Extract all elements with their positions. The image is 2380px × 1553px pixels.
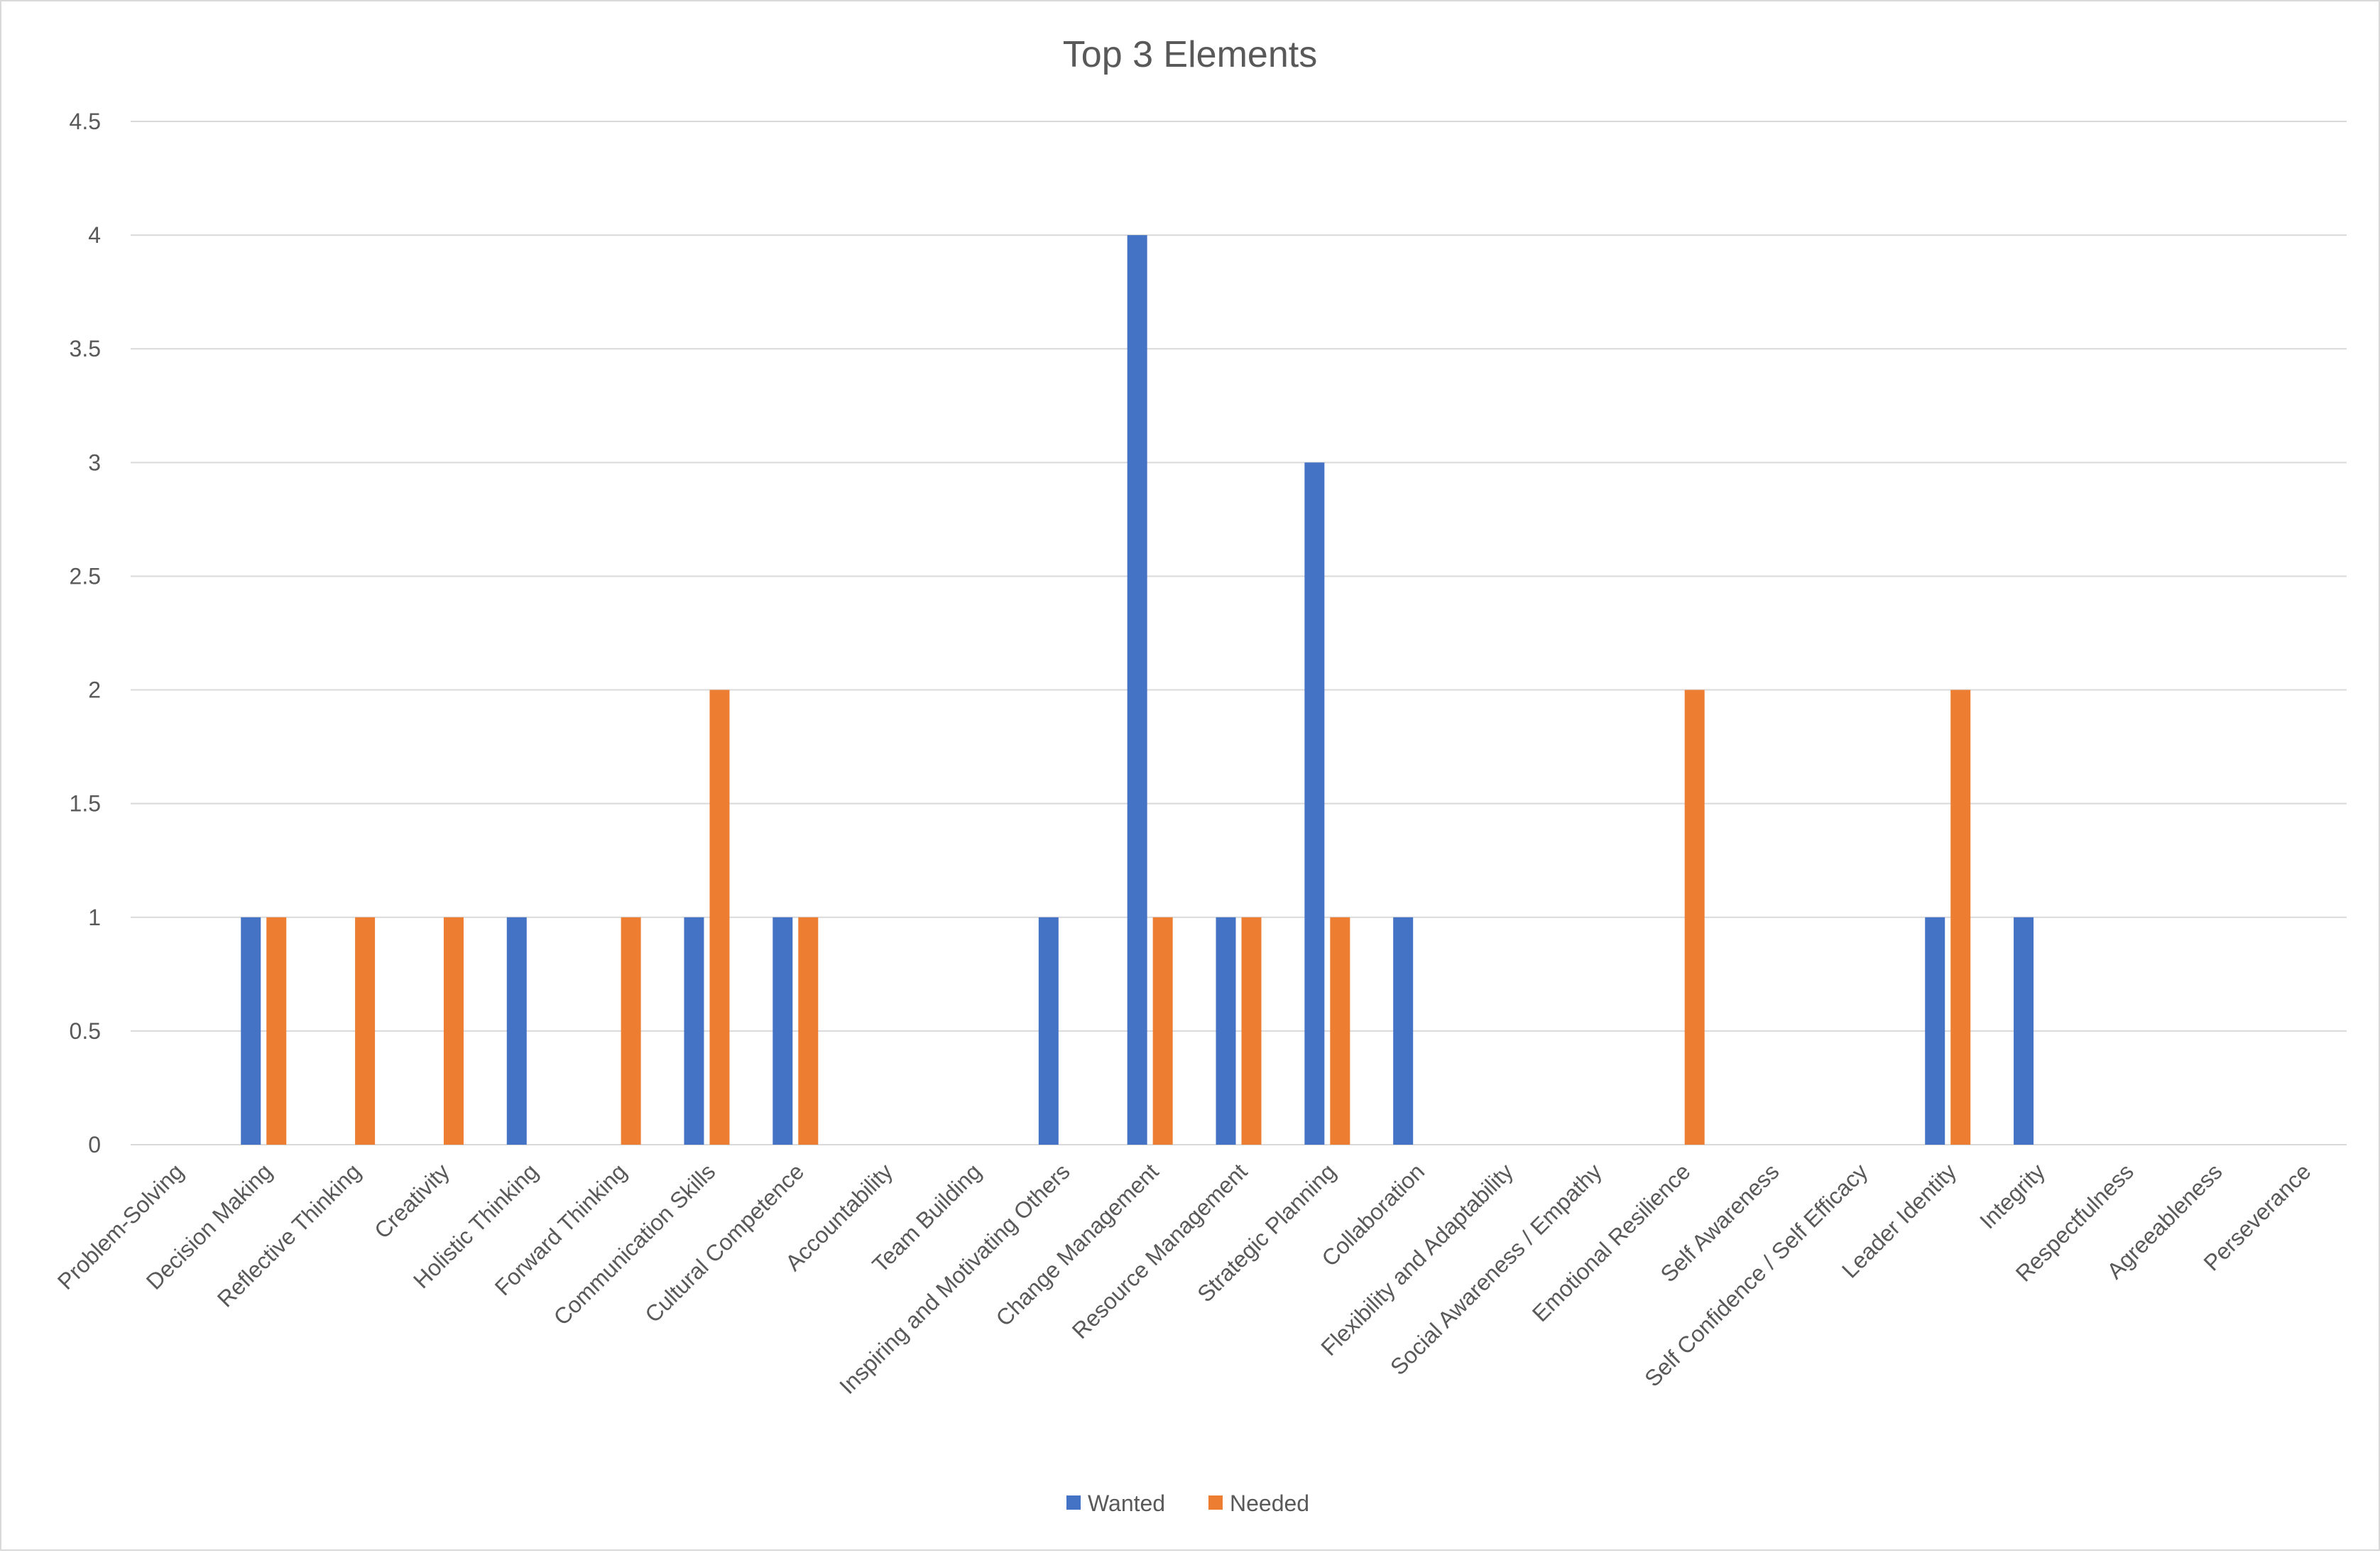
y-tick-label: 2.5 — [70, 563, 101, 589]
y-tick-label: 3.5 — [70, 336, 101, 361]
bar-wanted — [1304, 462, 1325, 1145]
legend-label-needed: Needed — [1230, 1491, 1309, 1516]
chart-title: Top 3 Elements — [1063, 34, 1317, 75]
bar-wanted — [2014, 917, 2034, 1145]
x-tick-label: Resource Management — [1067, 1158, 1252, 1344]
x-tick-label: Integrity — [1975, 1158, 2050, 1233]
bar-needed — [1950, 690, 1971, 1145]
bar-wanted — [684, 917, 704, 1145]
bar-wanted — [1127, 235, 1147, 1145]
legend: Wanted Needed — [1066, 1491, 1309, 1516]
y-tick-label: 3 — [88, 449, 101, 475]
legend-swatch-needed — [1208, 1495, 1223, 1510]
bar-wanted — [1393, 917, 1414, 1145]
bar-wanted — [1925, 917, 1945, 1145]
bar-wanted — [506, 917, 527, 1145]
bar-wanted — [1038, 917, 1059, 1145]
bar-needed — [1330, 917, 1350, 1145]
x-tick-label: Change Management — [991, 1158, 1164, 1331]
y-tick-label: 1.5 — [70, 791, 101, 817]
y-tick-label: 0.5 — [70, 1018, 101, 1044]
bar-needed — [266, 917, 287, 1145]
bar-wanted — [1216, 917, 1236, 1145]
y-tick-label: 0 — [88, 1132, 101, 1157]
legend-label-wanted: Wanted — [1088, 1491, 1165, 1516]
bar-needed — [1684, 690, 1705, 1145]
y-tick-label: 4 — [88, 222, 101, 248]
y-tick-label: 2 — [88, 677, 101, 703]
x-tick-label: Cultural Competence — [640, 1158, 809, 1327]
bar-wanted — [241, 917, 261, 1145]
legend-swatch-wanted — [1066, 1495, 1081, 1510]
x-tick-label: Communication Skills — [549, 1158, 721, 1330]
bar-needed — [1241, 917, 1262, 1145]
x-tick-label: Emotional Resilience — [1527, 1158, 1696, 1326]
y-tick-label: 4.5 — [70, 109, 101, 134]
bar-needed — [621, 917, 641, 1145]
x-tick-label: Creativity — [369, 1158, 454, 1243]
y-tick-label: 1 — [88, 905, 101, 930]
bar-needed — [355, 917, 376, 1145]
bar-wanted — [773, 917, 793, 1145]
bar-needed — [1152, 917, 1173, 1145]
bar-needed — [443, 917, 464, 1145]
bar-needed — [709, 690, 730, 1145]
bar-needed — [798, 917, 819, 1145]
